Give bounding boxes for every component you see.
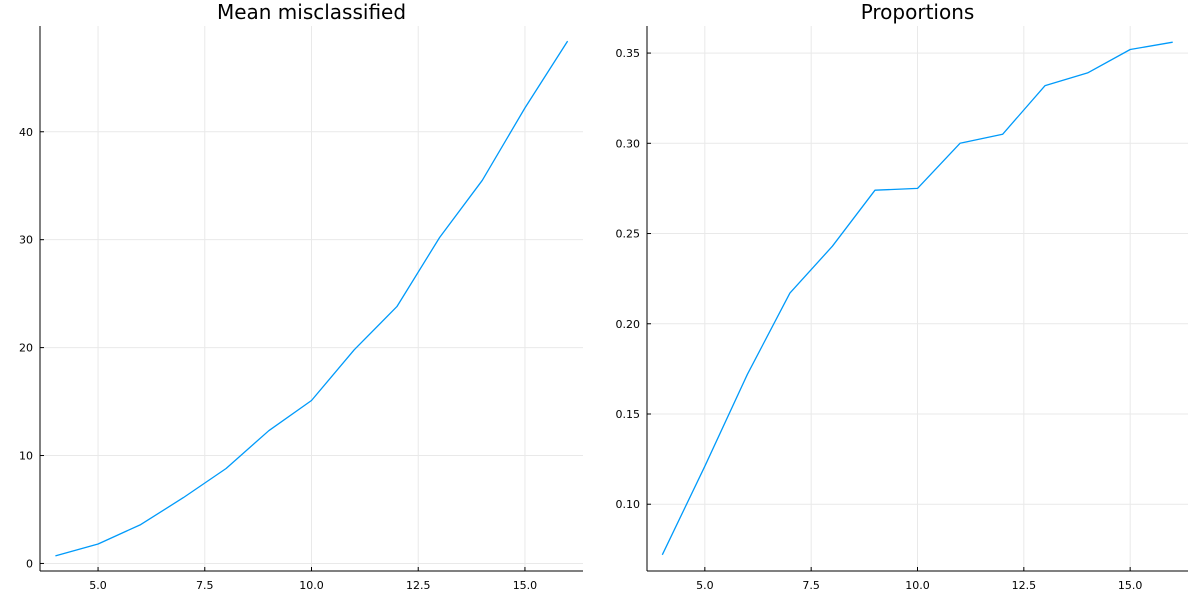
series-line	[55, 40, 569, 557]
y-tick-label: 0	[26, 557, 33, 570]
y-tick-label: 0.35	[616, 47, 641, 60]
y-tick-label: 20	[19, 342, 33, 355]
chart-panel-2: 5.0 7.5 10.0 12.5 15.0 0.10 0.15 0.20 0.25 0.30 0.…	[616, 0, 1188, 592]
x-tick-label: 15.0	[1118, 579, 1143, 592]
y-tick-label: 0.30	[616, 137, 641, 150]
chart-title: Proportions	[861, 0, 975, 24]
x-tick-label: 10.0	[905, 579, 930, 592]
x-tick-label: 15.0	[513, 579, 538, 592]
x-tick-label: 12.5	[406, 579, 431, 592]
x-tick-label: 10.0	[299, 579, 324, 592]
x-tick-label: 12.5	[1012, 579, 1037, 592]
x-tick-label: 7.5	[802, 579, 820, 592]
y-tick-label: 0.15	[616, 408, 641, 421]
y-tick-label: 40	[19, 126, 33, 139]
x-tick-label: 5.0	[89, 579, 107, 592]
y-tick-label: 10	[19, 450, 33, 463]
chart-title: Mean misclassified	[217, 0, 406, 24]
series-line	[661, 41, 1173, 556]
y-tick-label: 0.10	[616, 498, 641, 511]
x-tick-label: 7.5	[196, 579, 214, 592]
x-tick-label: 5.0	[696, 579, 714, 592]
chart-panel-1: 5.0 7.5 10.0 12.5 15.0 0 10 20 30 40 Mean misclass…	[19, 0, 583, 592]
y-tick-label: 0.25	[616, 228, 641, 241]
y-tick-label: 0.20	[616, 318, 641, 331]
y-tick-label: 30	[19, 234, 33, 247]
